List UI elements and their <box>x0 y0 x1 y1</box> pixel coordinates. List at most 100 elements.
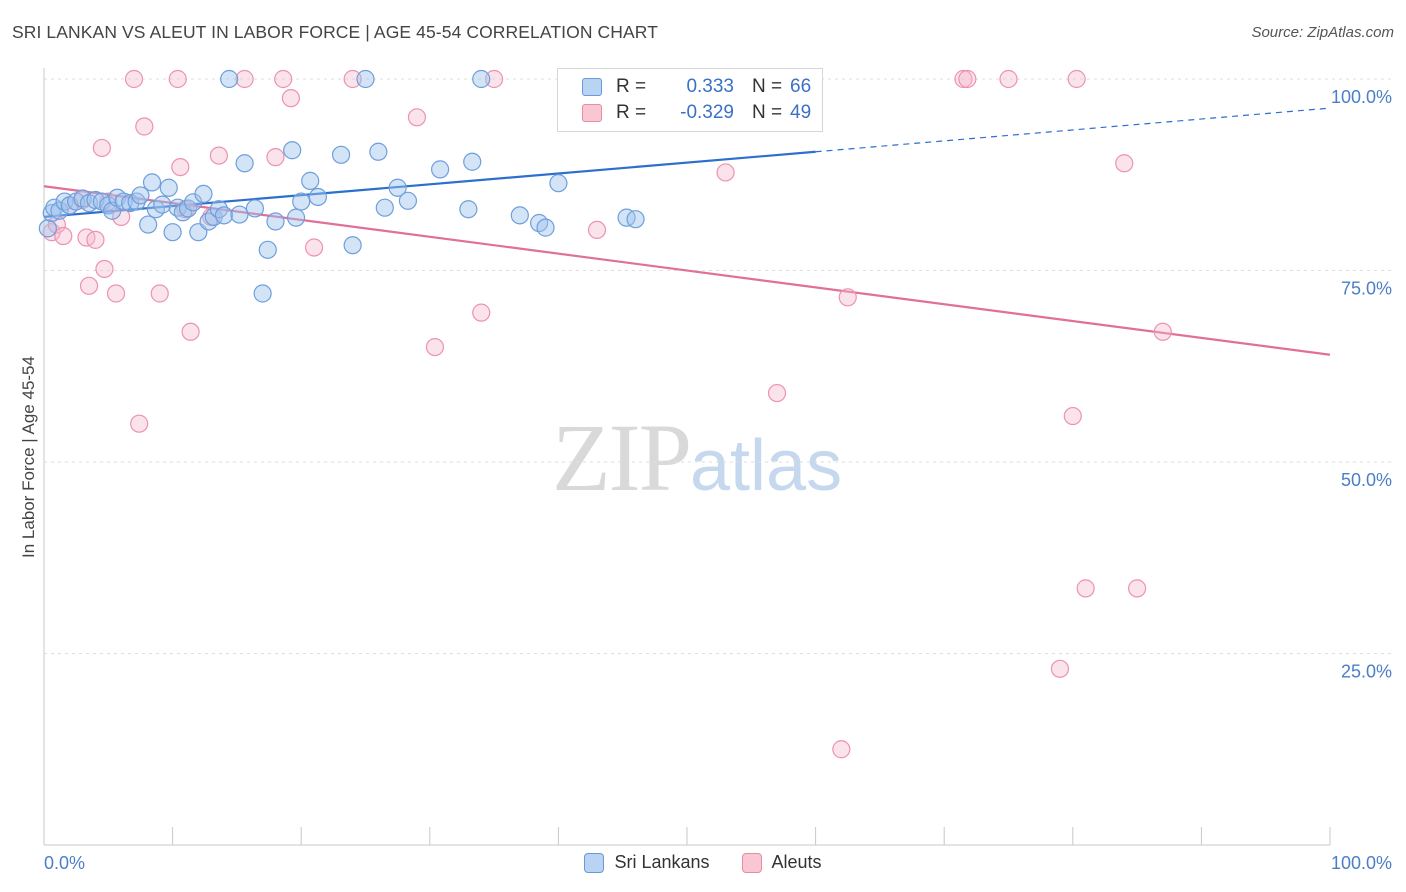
point-aleuts <box>716 163 735 182</box>
point-sri-lankans <box>153 195 172 214</box>
x-tick-labels: 0.0% 100.0% <box>44 853 1392 873</box>
point-aleuts <box>79 276 99 295</box>
point-aleuts <box>304 238 324 257</box>
point-aleuts <box>958 69 977 89</box>
point-sri-lankans <box>266 212 285 231</box>
source-credit: Source: ZipAtlas.com <box>1251 24 1394 41</box>
point-sri-lankans <box>308 187 328 207</box>
point-sri-lankans <box>220 69 239 89</box>
point-aleuts <box>999 69 1018 89</box>
point-sri-lankans <box>258 240 277 259</box>
point-sri-lankans <box>369 142 388 161</box>
y-tick-label: 100.0% <box>1331 87 1392 107</box>
point-aleuts <box>274 69 293 89</box>
point-aleuts <box>150 284 169 303</box>
point-sri-lankans <box>38 219 57 238</box>
point-sri-lankans <box>398 191 418 210</box>
point-sri-lankans <box>459 200 478 219</box>
point-sri-lankans <box>530 213 549 233</box>
trend-line-aleuts <box>43 185 1331 356</box>
point-sri-lankans <box>331 145 351 164</box>
point-sri-lankans <box>463 152 482 171</box>
legend-r-label: R = <box>616 102 647 123</box>
point-sri-lankans <box>45 198 64 217</box>
x-tick-label: 100.0% <box>1331 853 1392 873</box>
correlation-legend: R = 0.333 N = 66 R = -0.329 N = 49 <box>557 68 823 132</box>
point-sri-lankans <box>139 215 158 234</box>
y-axis-label: In Labor Force | Age 45-54 <box>19 356 38 558</box>
point-sri-lankans <box>214 206 234 225</box>
point-sri-lankans <box>235 154 254 173</box>
point-aleuts <box>106 284 126 303</box>
point-sri-lankans <box>163 223 182 242</box>
point-sri-lankans <box>356 69 375 89</box>
legend-swatch-aleuts <box>741 852 762 873</box>
legend-item-sri-lankans: Sri Lankans <box>584 852 710 873</box>
point-sri-lankans <box>253 284 272 303</box>
point-aleuts <box>838 288 857 307</box>
point-sri-lankans <box>131 186 150 205</box>
legend-swatch-sri-lankans <box>584 852 605 873</box>
point-sri-lankans <box>245 199 265 218</box>
legend-n-value-sri-lankans: 66 <box>790 76 812 97</box>
chart-title: SRI LANKAN VS ALEUT IN LABOR FORCE | AGE… <box>12 22 658 42</box>
legend-swatch-aleuts <box>582 104 602 122</box>
point-aleuts <box>92 138 111 158</box>
point-aleuts <box>54 226 73 246</box>
point-aleuts <box>86 230 105 249</box>
point-sri-lankans <box>194 184 213 203</box>
point-aleuts <box>168 69 187 89</box>
point-sri-lankans <box>146 200 165 219</box>
legend-r-value-aleuts: -0.329 <box>680 102 734 123</box>
point-sri-lankans <box>472 69 491 89</box>
point-aleuts <box>171 157 190 177</box>
point-aleuts <box>209 146 228 165</box>
legend-label-aleuts: Aleuts <box>771 852 822 872</box>
series-legend: Sri Lankans Aleuts <box>0 852 1406 873</box>
legend-label-sri-lankans: Sri Lankans <box>614 852 710 872</box>
point-aleuts <box>587 220 607 240</box>
trend-extension-sri-lankans <box>815 107 1331 153</box>
point-sri-lankans <box>114 192 133 211</box>
point-sri-lankans <box>301 171 320 190</box>
watermark-atlas: atlas <box>690 426 843 506</box>
point-sri-lankans <box>375 198 394 217</box>
point-sri-lankans <box>617 208 636 227</box>
watermark-zip: ZIP <box>552 404 692 511</box>
point-sri-lankans <box>510 206 529 225</box>
point-sri-lankans <box>388 178 407 197</box>
point-sri-lankans <box>626 210 645 229</box>
point-aleuts <box>832 740 851 759</box>
point-sri-lankans <box>549 174 568 193</box>
point-sri-lankans <box>50 201 69 220</box>
point-aleuts <box>1127 579 1147 598</box>
point-aleuts <box>954 69 973 89</box>
point-aleuts <box>281 89 301 108</box>
legend-n-value-aleuts: 49 <box>790 102 812 123</box>
trend-lines <box>43 107 1331 356</box>
point-sri-lankans <box>536 218 555 237</box>
watermark: ZIPatlas <box>552 402 842 513</box>
point-sri-lankans <box>159 178 178 197</box>
point-aleuts <box>1067 69 1086 89</box>
point-aleuts <box>343 69 362 89</box>
point-aleuts <box>407 108 427 127</box>
axes <box>43 68 1331 846</box>
point-aleuts <box>1153 322 1172 341</box>
legend-n-label: N = <box>752 102 783 123</box>
point-sri-lankans <box>292 192 311 211</box>
point-sri-lankans <box>343 236 362 255</box>
y-tick-label: 50.0% <box>1341 470 1392 490</box>
point-sri-lankans <box>286 208 306 227</box>
point-aleuts <box>1076 579 1095 598</box>
x-tick-label: 0.0% <box>44 853 85 873</box>
point-sri-lankans <box>121 193 140 213</box>
legend-row-sri-lankans: R = 0.333 N = 66 <box>582 74 811 100</box>
point-aleuts <box>1050 659 1070 678</box>
data-points <box>38 69 1172 759</box>
legend-item-aleuts: Aleuts <box>741 852 822 873</box>
point-sri-lankans <box>230 205 249 224</box>
point-aleuts <box>1115 154 1134 173</box>
trend-line-sri-lankans <box>43 150 816 218</box>
legend-r-value-sri-lankans: 0.333 <box>686 76 734 97</box>
